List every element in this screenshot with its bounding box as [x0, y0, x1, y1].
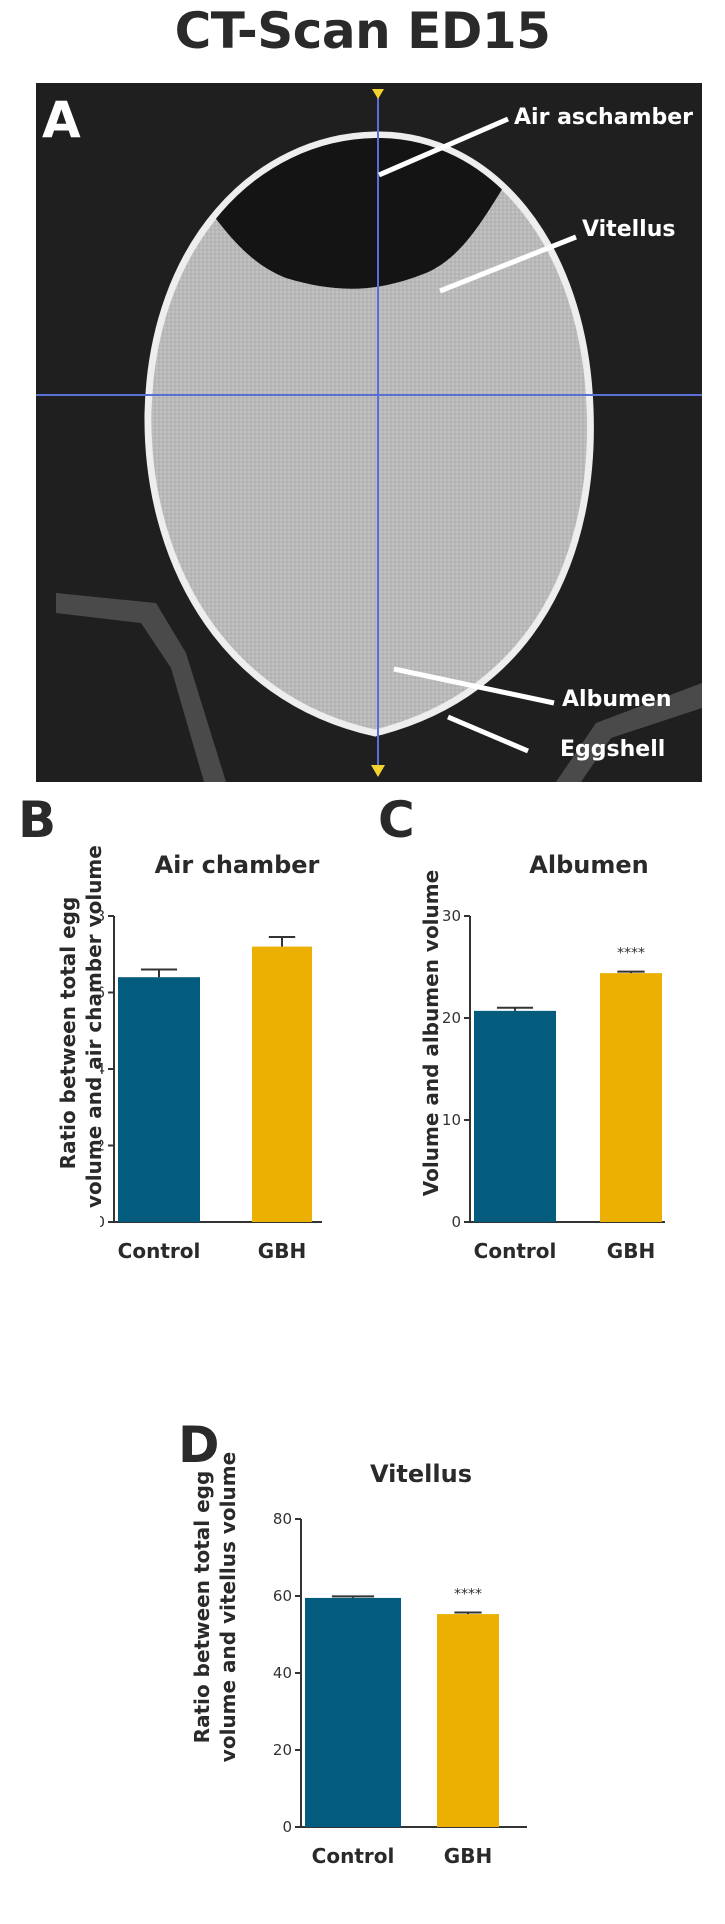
chart-air-chamber: 0 2 4 6 8 Control GBH [100, 907, 322, 1263]
panel-letter-b: B [18, 791, 57, 849]
stand-right [556, 683, 702, 782]
label-albumen: Albumen [562, 687, 672, 712]
y-tick-label: 80 [273, 1510, 292, 1528]
egg-shell-outline [144, 131, 594, 737]
significance-label: **** [617, 946, 645, 962]
x-tick-label: GBH [258, 1239, 306, 1263]
panel-letter-a: A [42, 91, 81, 149]
pointer-albumen [393, 666, 555, 706]
x-tick-label: Control [312, 1844, 395, 1868]
chart-vitellus: 0 20 40 60 80 Control **** GBH [273, 1510, 527, 1868]
ct-scan-image: A Air aschamber Vitellus Albumen Eggshel… [36, 83, 702, 782]
y-tick-label: 60 [273, 1587, 292, 1605]
egg-scan-drawing [36, 89, 702, 782]
label-vitellus: Vitellus [582, 217, 676, 242]
y-tick-label: 0 [451, 1213, 461, 1231]
chart-title-albumen: Albumen [529, 851, 649, 879]
bar-control [305, 1597, 401, 1827]
significance-label: **** [454, 1587, 482, 1603]
y-tick-label: 8 [100, 907, 105, 925]
x-tick-label: GBH [444, 1844, 492, 1868]
y-tick-label: 0 [282, 1818, 292, 1836]
panel-letter-d: D [178, 1416, 220, 1474]
y-tick-label: 30 [442, 907, 461, 925]
y-tick-label: 10 [442, 1111, 461, 1129]
x-tick-label: Control [474, 1239, 557, 1263]
bar-gbh [252, 946, 312, 1222]
y-tick-label: 40 [273, 1664, 292, 1682]
pointer-vitellus [439, 234, 577, 294]
x-tick-label: Control [118, 1239, 201, 1263]
chart-title-vitellus: Vitellus [370, 1460, 472, 1488]
pointer-eggshell [447, 714, 529, 754]
y-axis-title-line-1: Ratio between total egg [56, 896, 80, 1170]
y-tick-label: 0 [100, 1213, 105, 1231]
bar-gbh [437, 1614, 499, 1827]
bar-control [118, 977, 200, 1222]
bar-control [474, 1010, 556, 1222]
y-tick-label: 20 [442, 1009, 461, 1027]
stand-left [56, 593, 226, 782]
marker-top-icon [372, 89, 384, 99]
y-axis-title-line-2: volume and vitellus volume [216, 1451, 240, 1763]
y-tick-label: 20 [273, 1741, 292, 1759]
y-tick-label: 2 [100, 1137, 105, 1155]
y-tick-label: 4 [100, 1060, 105, 1078]
x-tick-label: GBH [607, 1239, 655, 1263]
y-tick-label: 6 [100, 984, 105, 1002]
chart-albumen: 0 10 20 30 Control **** GBH [442, 907, 665, 1263]
label-eggshell: Eggshell [560, 737, 666, 762]
panel-letter-c: C [378, 791, 415, 849]
marker-bottom-icon [371, 765, 385, 777]
y-axis-title-vitellus: Ratio between total egg volume and vitel… [189, 1422, 241, 1792]
pointer-air [378, 116, 509, 178]
figure-title: CT-Scan ED15 [174, 2, 551, 60]
label-air-chamber: Air aschamber [514, 105, 694, 130]
bar-gbh [600, 973, 662, 1222]
y-axis-title-line-1: Ratio between total egg [190, 1470, 214, 1744]
chart-title-air-chamber: Air chamber [154, 851, 320, 879]
